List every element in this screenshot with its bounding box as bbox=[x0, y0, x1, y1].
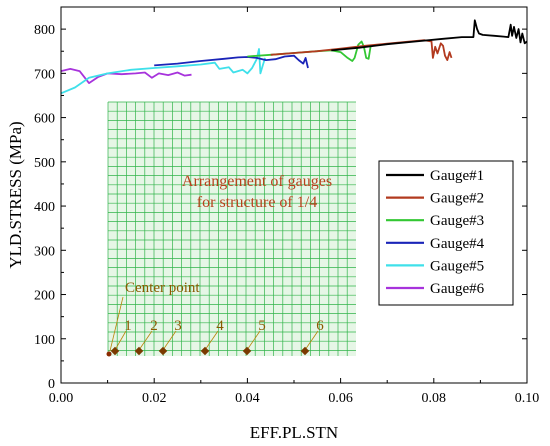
center-point-marker bbox=[106, 351, 112, 357]
series-gauge-5 bbox=[60, 48, 266, 95]
gauge-number-5: 5 bbox=[258, 318, 266, 334]
y-tick-label-1: 100 bbox=[34, 333, 55, 348]
series-gauge-6 bbox=[60, 68, 192, 84]
inset-diagram: Arrangement of gauges for structure of 1… bbox=[106, 101, 356, 357]
center-point-label: Center point bbox=[125, 280, 200, 296]
gauge-number-1: 1 bbox=[124, 318, 132, 334]
legend-box bbox=[378, 160, 514, 306]
gauge-marker-3 bbox=[158, 346, 168, 356]
x-tick-label-1: 0.02 bbox=[142, 391, 167, 406]
x-ticks: 0.00 0.02 0.04 0.06 0.08 0.10 bbox=[49, 7, 540, 406]
inset-title-line1: Arrangement of gauges bbox=[182, 173, 332, 190]
gauge-number-6: 6 bbox=[316, 318, 324, 334]
y-tick-label-8: 800 bbox=[34, 23, 55, 38]
gauge-leader-3 bbox=[162, 330, 177, 351]
gauge-marker-4 bbox=[200, 346, 210, 356]
gauge-marker-6 bbox=[300, 346, 310, 356]
x-tick-label-2: 0.04 bbox=[235, 391, 260, 406]
gauge-marker-2 bbox=[134, 346, 144, 356]
x-tick-label-3: 0.06 bbox=[328, 391, 353, 406]
inset-grid bbox=[107, 101, 356, 356]
legend-label-6: Gauge#6 bbox=[430, 281, 485, 297]
series-gauge-1 bbox=[331, 19, 528, 52]
legend-label-3: Gauge#3 bbox=[430, 213, 484, 229]
legend-label-1: Gauge#1 bbox=[430, 168, 484, 184]
gauge-number-4: 4 bbox=[216, 318, 224, 334]
y-tick-label-2: 200 bbox=[34, 289, 55, 304]
axes: 0.00 0.02 0.04 0.06 0.08 0.10 0 100 200 300 400 50… bbox=[6, 6, 540, 442]
gauge-leader-2 bbox=[138, 330, 153, 351]
center-point-leader bbox=[109, 296, 124, 352]
inset-title-line2: for structure of 1/4 bbox=[197, 194, 317, 211]
series-gauge-4 bbox=[154, 54, 309, 69]
y-tick-label-4: 400 bbox=[34, 200, 55, 215]
y-tick-label-7: 700 bbox=[34, 67, 55, 82]
gauge-number-2: 2 bbox=[150, 318, 158, 334]
gauge-leader-6 bbox=[304, 330, 319, 351]
x-tick-label-5: 0.10 bbox=[515, 391, 540, 406]
y-tick-label-5: 500 bbox=[34, 156, 55, 171]
y-tick-label-6: 600 bbox=[34, 112, 55, 127]
legend-label-4: Gauge#4 bbox=[430, 236, 485, 252]
x-tick-label-4: 0.08 bbox=[422, 391, 447, 406]
series-group bbox=[60, 19, 528, 95]
y-tick-label-0: 0 bbox=[48, 377, 55, 392]
y-tick-label-3: 300 bbox=[34, 244, 55, 259]
gauge-leader-4 bbox=[204, 330, 219, 351]
gauge-leader-5 bbox=[246, 330, 261, 351]
gauge-marker-1 bbox=[110, 346, 120, 356]
legend-label-5: Gauge#5 bbox=[430, 258, 484, 274]
x-axis-title: EFF.PL.STN bbox=[250, 423, 338, 442]
legend-items: Gauge#1 Gauge#2 Gauge#3 Gauge#4 Gauge#5 Gauge… bbox=[386, 168, 485, 297]
y-axis-title: YLD.STRESS (MPa) bbox=[6, 121, 25, 268]
y-ticks: 0 100 200 300 400 500 600 700 800 bbox=[34, 6, 527, 392]
gauge-marker-5 bbox=[242, 346, 252, 356]
gauge-leader-1 bbox=[114, 330, 127, 351]
x-tick-label-0: 0.00 bbox=[49, 391, 74, 406]
legend-label-2: Gauge#2 bbox=[430, 191, 484, 207]
legend: Gauge#1 Gauge#2 Gauge#3 Gauge#4 Gauge#5 Gauge… bbox=[378, 160, 514, 306]
gauge-number-3: 3 bbox=[174, 318, 182, 334]
